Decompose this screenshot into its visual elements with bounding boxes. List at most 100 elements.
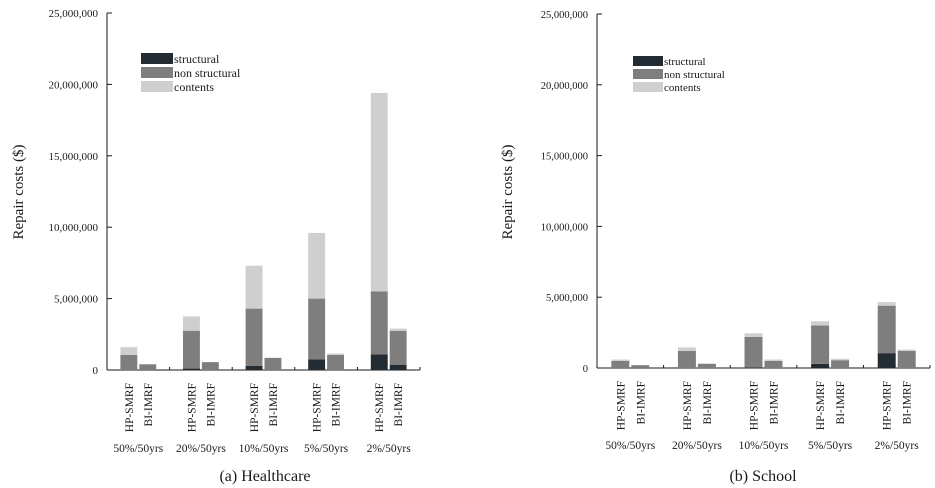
bar-non-structural-bi-imrf bbox=[897, 351, 916, 368]
system-label: HP-SMRF bbox=[749, 381, 761, 430]
bar-non-structural-bi-imrf bbox=[389, 330, 407, 366]
bar-contents-hp-smrf bbox=[744, 333, 763, 337]
bar-non-structural-hp-smrf bbox=[120, 355, 138, 370]
y-tick-label: 5,000,000 bbox=[54, 294, 99, 306]
y-tick-label: 0 bbox=[93, 365, 99, 377]
bar-contents-hp-smrf bbox=[677, 347, 696, 352]
system-label: HP-SMRF bbox=[615, 381, 627, 430]
bar-non-structural-bi-imrf bbox=[764, 360, 783, 368]
bar-non-structural-hp-smrf bbox=[308, 298, 326, 360]
group-label: 10%/50yrs bbox=[239, 443, 289, 455]
system-label: HP-SMRF bbox=[815, 381, 827, 430]
bar-structural-hp-smrf bbox=[744, 367, 763, 368]
system-label: BI-IMRF bbox=[902, 381, 914, 424]
y-tick-label: 0 bbox=[583, 364, 588, 375]
system-label: BI-IMRF bbox=[635, 381, 647, 424]
y-tick-label: 10,000,000 bbox=[541, 222, 588, 233]
bar-non-structural-hp-smrf bbox=[245, 308, 263, 366]
chart-panel-school: 0 5,000,000 10,000,000 15,000,000 20,000,000… bbox=[500, 10, 931, 485]
bar-structural-bi-imrf bbox=[389, 365, 407, 370]
bar-contents-bi-imrf bbox=[327, 353, 345, 356]
bar-non-structural-hp-smrf bbox=[370, 291, 388, 355]
legend-label: structural bbox=[664, 56, 706, 68]
system-label: HP-SMRF bbox=[312, 383, 324, 432]
legend-label: contents bbox=[174, 80, 214, 94]
legend-label: non structural bbox=[664, 69, 725, 81]
bar-contents-hp-smrf bbox=[120, 347, 138, 356]
bar-non-structural-bi-imrf bbox=[264, 357, 282, 370]
system-label: BI-IMRF bbox=[268, 383, 280, 426]
y-tick-label: 25,000,000 bbox=[541, 10, 588, 21]
y-tick-label: 15,000,000 bbox=[49, 151, 99, 163]
group-label: 50%/50yrs bbox=[113, 443, 163, 455]
group-label: 2%/50yrs bbox=[875, 440, 920, 452]
bar-non-structural-bi-imrf bbox=[139, 364, 157, 370]
bar-contents-bi-imrf bbox=[389, 328, 407, 331]
bar-non-structural-bi-imrf bbox=[631, 365, 650, 368]
legend-swatch-non-structural bbox=[633, 69, 663, 79]
system-label: BI-IMRF bbox=[143, 383, 155, 426]
bar-structural-hp-smrf bbox=[811, 363, 830, 368]
system-label: BI-IMRF bbox=[702, 381, 714, 424]
bar-contents-hp-smrf bbox=[811, 321, 830, 326]
bar-contents-bi-imrf bbox=[831, 358, 850, 361]
y-tick-label: 5,000,000 bbox=[546, 293, 588, 304]
system-label: HP-SMRF bbox=[682, 381, 694, 430]
system-label: HP-SMRF bbox=[124, 383, 136, 432]
bar-contents-hp-smrf bbox=[182, 316, 200, 331]
legend-swatch-non-structural bbox=[141, 67, 173, 78]
group-label: 5%/50yrs bbox=[304, 443, 349, 455]
group-label: 5%/50yrs bbox=[808, 440, 853, 452]
legend-label: contents bbox=[664, 82, 701, 94]
y-axis-label: Repair costs ($) bbox=[500, 145, 516, 240]
y-tick-label: 20,000,000 bbox=[49, 79, 99, 91]
bar-non-structural-bi-imrf bbox=[697, 363, 716, 368]
bar-non-structural-bi-imrf bbox=[201, 362, 219, 370]
legend-swatch-structural bbox=[633, 56, 663, 66]
legend-swatch-contents bbox=[633, 82, 663, 92]
y-tick-label: 25,000,000 bbox=[49, 8, 99, 20]
bar-non-structural-hp-smrf bbox=[744, 336, 763, 368]
system-label: BI-IMRF bbox=[768, 381, 780, 424]
legend-swatch-structural bbox=[141, 53, 173, 64]
chart-panel-healthcare: 0 5,000,000 10,000,000 15,000,000 20,000,000… bbox=[11, 8, 421, 485]
bar-non-structural-hp-smrf bbox=[811, 325, 830, 364]
bar-structural-hp-smrf bbox=[877, 353, 896, 368]
y-tick-label: 15,000,000 bbox=[541, 152, 588, 163]
legend-swatch-contents bbox=[141, 81, 173, 92]
y-tick-label: 10,000,000 bbox=[49, 222, 99, 234]
group-label: 50%/50yrs bbox=[605, 440, 655, 452]
bar-contents-hp-smrf bbox=[877, 302, 896, 306]
group-label: 20%/50yrs bbox=[176, 443, 226, 455]
bar-non-structural-bi-imrf bbox=[831, 360, 850, 368]
bar-contents-bi-imrf bbox=[764, 359, 783, 361]
bar-non-structural-hp-smrf bbox=[611, 360, 630, 368]
group-label: 10%/50yrs bbox=[739, 440, 789, 452]
legend-label: non structural bbox=[174, 66, 241, 80]
bar-non-structural-hp-smrf bbox=[677, 351, 696, 368]
system-label: HP-SMRF bbox=[882, 381, 894, 430]
system-label: BI-IMRF bbox=[205, 383, 217, 426]
y-tick-label: 20,000,000 bbox=[541, 81, 588, 92]
system-label: BI-IMRF bbox=[393, 383, 405, 426]
bar-structural-hp-smrf bbox=[308, 359, 326, 370]
bar-structural-hp-smrf bbox=[182, 368, 200, 370]
system-label: BI-IMRF bbox=[835, 381, 847, 424]
system-label: HP-SMRF bbox=[374, 383, 386, 432]
group-label: 2%/50yrs bbox=[367, 443, 412, 455]
bar-structural-hp-smrf bbox=[370, 354, 388, 370]
bar-non-structural-hp-smrf bbox=[877, 305, 896, 354]
system-label: BI-IMRF bbox=[331, 383, 343, 426]
chart-caption: (b) School bbox=[729, 468, 797, 485]
bar-contents-hp-smrf bbox=[370, 92, 388, 292]
legend-label: structural bbox=[174, 52, 220, 66]
bar-contents-hp-smrf bbox=[308, 232, 326, 299]
bar-non-structural-hp-smrf bbox=[182, 330, 200, 369]
system-label: HP-SMRF bbox=[249, 383, 261, 432]
bar-contents-hp-smrf bbox=[611, 359, 630, 361]
bar-contents-hp-smrf bbox=[245, 265, 263, 309]
group-label: 20%/50yrs bbox=[672, 440, 722, 452]
chart-caption: (a) Healthcare bbox=[219, 468, 310, 485]
system-label: HP-SMRF bbox=[186, 383, 198, 432]
